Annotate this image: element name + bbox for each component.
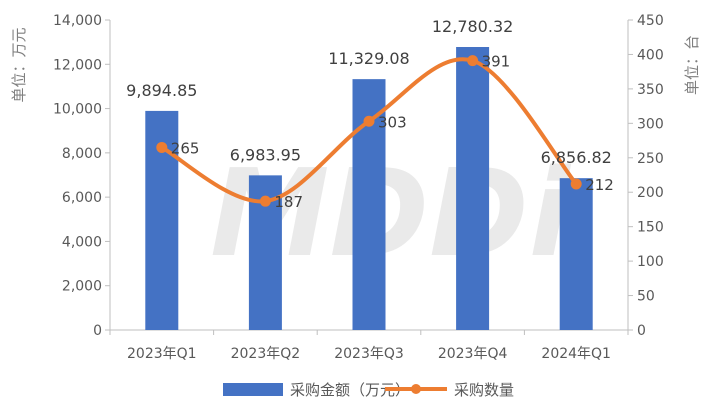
- y-right-tick-label: 0: [637, 323, 646, 339]
- y-right-tick-label: 350: [637, 82, 664, 98]
- x-tick-label: 2024年Q1: [541, 346, 611, 362]
- y-right-tick-label: 50: [637, 289, 655, 305]
- y-left-tick-label: 14,000: [53, 13, 102, 29]
- line-data-label: 391: [482, 53, 511, 71]
- line-data-label: 303: [378, 113, 407, 131]
- line-point: [467, 55, 479, 67]
- y-left-tick-label: 2,000: [62, 279, 102, 295]
- line-point: [363, 115, 375, 127]
- y-axis-left-title: 单位：万元: [10, 27, 28, 102]
- bar-data-label: 11,329.08: [328, 49, 409, 68]
- y-right-tick-label: 200: [637, 185, 664, 201]
- y-right-tick-label: 300: [637, 116, 664, 132]
- bars-group: [145, 47, 593, 330]
- legend-bar-swatch: [223, 383, 283, 396]
- line-group: [156, 55, 582, 207]
- line-point: [570, 178, 582, 190]
- x-tick-label: 2023年Q2: [231, 346, 301, 362]
- legend-line-label: 采购数量: [454, 381, 514, 399]
- axes-group: 0 2,000 4,000 6,000 8,000 10,000 12,000 14,000 0…: [53, 13, 664, 362]
- y-left-tick-label: 0: [93, 323, 102, 339]
- y-right-tick-label: 250: [637, 151, 664, 167]
- y-right-tick-label: 450: [637, 13, 664, 29]
- y-right-tick-label: 400: [637, 47, 664, 63]
- bar-data-label: 6,856.82: [541, 148, 612, 167]
- bar-data-label: 9,894.85: [126, 81, 197, 100]
- y-right-tick-label: 100: [637, 254, 664, 270]
- bar: [559, 178, 593, 330]
- y-left-tick-label: 12,000: [53, 57, 102, 73]
- y-right-tick-label: 150: [637, 220, 664, 236]
- y-left-tick-label: 8,000: [62, 146, 102, 162]
- x-tick-label: 2023年Q1: [127, 346, 197, 362]
- legend: 采购金额（万元） 采购数量: [223, 381, 514, 399]
- bar-data-label: 12,780.32: [432, 17, 513, 36]
- y-left-tick-label: 4,000: [62, 234, 102, 250]
- line-point: [259, 195, 271, 207]
- bar: [456, 47, 490, 330]
- line-point: [156, 141, 168, 153]
- y-axis-right-title: 单位：台: [683, 35, 701, 95]
- line-data-label: 265: [171, 139, 200, 157]
- y-left-tick-label: 10,000: [53, 102, 102, 118]
- x-tick-label: 2023年Q4: [438, 346, 508, 362]
- bar-data-label: 6,983.95: [230, 145, 301, 164]
- x-tick-label: 2023年Q3: [334, 346, 404, 362]
- legend-line-marker: [411, 384, 421, 394]
- legend-bar-label: 采购金额（万元）: [290, 381, 410, 399]
- line-data-label: 212: [585, 176, 614, 194]
- y-left-tick-label: 6,000: [62, 190, 102, 206]
- line-data-label: 187: [274, 193, 303, 211]
- data-labels-group: 9,894.85 6,983.95 11,329.08 12,780.32 6,856.…: [126, 17, 614, 211]
